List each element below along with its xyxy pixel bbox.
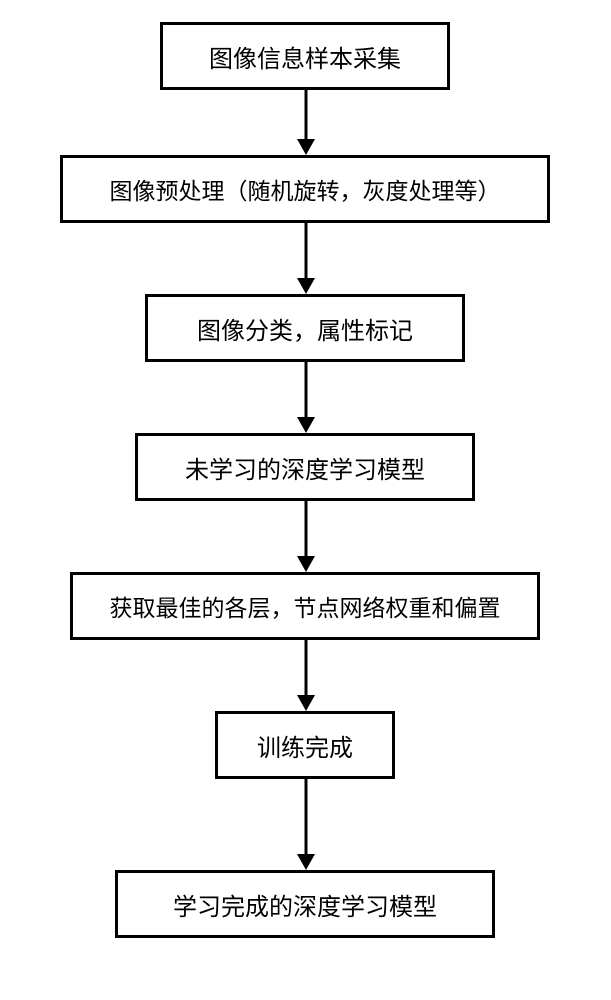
flowchart-canvas: 图像信息样本采集 图像预处理（随机旋转，灰度处理等） 图像分类，属性标记 未学习… [0, 0, 611, 1000]
flowchart-node: 图像信息样本采集 [160, 22, 450, 90]
flowchart-edge [304, 640, 307, 695]
flowchart-node: 未学习的深度学习模型 [135, 433, 475, 501]
arrowhead-icon [297, 556, 315, 572]
flowchart-edge [304, 779, 307, 854]
flowchart-node: 训练完成 [215, 711, 395, 779]
flowchart-edge [304, 362, 307, 417]
arrowhead-icon [297, 139, 315, 155]
flowchart-edge [304, 90, 307, 139]
node-label: 获取最佳的各层，节点网络权重和偏置 [110, 589, 501, 623]
node-label: 图像预处理（随机旋转，灰度处理等） [110, 172, 501, 206]
node-label: 学习完成的深度学习模型 [173, 887, 437, 922]
flowchart-edge [304, 223, 307, 278]
node-label: 训练完成 [257, 728, 353, 763]
arrowhead-icon [297, 695, 315, 711]
arrowhead-icon [297, 278, 315, 294]
flowchart-node: 获取最佳的各层，节点网络权重和偏置 [70, 572, 540, 640]
node-label: 未学习的深度学习模型 [185, 450, 425, 485]
flowchart-edge [304, 501, 307, 556]
arrowhead-icon [297, 417, 315, 433]
flowchart-node: 图像预处理（随机旋转，灰度处理等） [60, 155, 550, 223]
arrowhead-icon [297, 854, 315, 870]
node-label: 图像分类，属性标记 [197, 311, 413, 346]
flowchart-node: 图像分类，属性标记 [145, 294, 465, 362]
node-label: 图像信息样本采集 [209, 39, 401, 74]
flowchart-node: 学习完成的深度学习模型 [115, 870, 495, 938]
